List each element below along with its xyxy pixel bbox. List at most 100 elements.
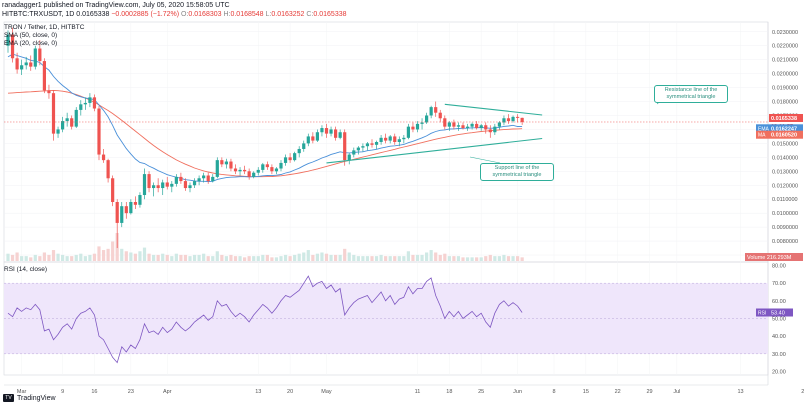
- candle-body: [497, 122, 501, 127]
- volume-bar: [274, 257, 279, 261]
- legend-sma50[interactable]: SMA (50, close, 0): [4, 32, 58, 39]
- volume-bar: [411, 254, 415, 261]
- candle-body: [343, 132, 347, 161]
- volume-bar: [56, 253, 60, 261]
- candle-body: [465, 126, 470, 129]
- candle-body: [338, 132, 342, 138]
- candle-body: [192, 181, 197, 186]
- volume-bar: [361, 256, 365, 261]
- high-value: 0.0168548: [230, 11, 264, 18]
- rsi-tick-label: 40.00: [772, 334, 786, 340]
- candle-body: [92, 97, 97, 109]
- volume-bar: [243, 257, 247, 261]
- high-label: H:: [223, 11, 231, 18]
- tradingview-footer[interactable]: TV TradingView: [3, 394, 56, 402]
- volume-bar: [329, 254, 333, 261]
- price-tick-label: 0.0230000: [772, 30, 798, 36]
- candle-body: [233, 168, 238, 172]
- price-tick-label: 0.0080000: [772, 239, 798, 245]
- time-tick-label: May: [321, 389, 332, 395]
- candle-body: [443, 118, 447, 127]
- price-badges: 0.016533808:01:570.0162247EMA0.0160520MA…: [745, 113, 803, 317]
- low-label: L:: [265, 11, 272, 18]
- candle-body: [120, 206, 124, 223]
- volume-bar: [434, 252, 438, 261]
- volume-bar: [484, 256, 488, 261]
- candle-body: [402, 137, 406, 140]
- candle-body: [111, 178, 115, 202]
- volume-bar: [147, 253, 151, 261]
- candle-body: [142, 174, 147, 196]
- price-tick-label: 0.0220000: [772, 44, 798, 50]
- candle-body: [324, 128, 329, 134]
- candle-body: [420, 122, 424, 124]
- volume-bar: [406, 251, 410, 261]
- volume-bar: [343, 248, 347, 261]
- volume-bar: [252, 256, 256, 261]
- candle-body: [183, 181, 188, 189]
- candle-body: [475, 123, 479, 129]
- volume-bar: [320, 252, 324, 261]
- volume-bar: [15, 252, 19, 261]
- candle-body: [238, 169, 242, 172]
- volume-bar: [92, 253, 97, 261]
- volume-bar: [461, 257, 465, 261]
- candle-body: [279, 162, 283, 169]
- candle-body: [152, 185, 156, 189]
- time-tick-label: 16: [91, 389, 97, 395]
- volume-bar: [174, 253, 178, 261]
- volume-bar: [456, 256, 461, 261]
- volume-bar: [197, 254, 201, 261]
- price-legend: TRON / Tether, 1D, HITBTC SMA (50, close…: [4, 24, 84, 48]
- volume-bar: [70, 256, 74, 261]
- candle-body: [488, 129, 492, 133]
- candle-body: [265, 164, 269, 168]
- candle-body: [384, 137, 388, 141]
- rsi-legend[interactable]: RSI (14, close): [4, 266, 47, 273]
- candle-body: [388, 136, 392, 141]
- ema-badge-label: EMA: [758, 126, 770, 132]
- volume-bar: [161, 253, 165, 261]
- volume-bar: [347, 252, 351, 261]
- candle-body: [165, 182, 169, 187]
- legend-ema20[interactable]: EMA (20, close, 0): [4, 40, 58, 47]
- candle-body: [356, 147, 360, 151]
- candle-body: [516, 116, 520, 118]
- volume-bar: [220, 254, 224, 261]
- ema-badge: [769, 124, 803, 133]
- volume-bar: [206, 256, 210, 261]
- candle-body: [88, 97, 92, 103]
- volume-bar: [393, 256, 397, 261]
- candle-body: [20, 65, 24, 70]
- volume-bar: [356, 256, 360, 261]
- candle-body: [24, 62, 28, 66]
- volume-bars: [6, 233, 524, 261]
- volume-bar: [79, 253, 83, 261]
- candle-body: [297, 148, 301, 154]
- rsi-tick-label: 60.00: [772, 299, 786, 305]
- candle-body: [334, 129, 338, 138]
- candle-body: [415, 123, 420, 130]
- volume-bar: [238, 256, 242, 261]
- candle-body: [211, 176, 215, 182]
- volume-bar: [170, 256, 174, 261]
- volume-bar: [452, 256, 456, 261]
- rsi-badge-tag: [756, 308, 769, 317]
- volume-bar: [24, 256, 28, 261]
- candle-body: [97, 108, 101, 155]
- sma-badge-label: MA: [758, 133, 766, 139]
- candle-body: [315, 132, 319, 141]
- candle-body: [42, 61, 46, 91]
- volume-bar: [388, 256, 392, 261]
- volume-bar: [311, 254, 315, 261]
- time-tick-label: 23: [128, 389, 134, 395]
- rsi-badge-label: RSI: [758, 310, 766, 316]
- candle-body: [133, 202, 137, 205]
- candle-body: [283, 157, 288, 163]
- volume-bar: [179, 254, 183, 261]
- volume-bar: [479, 257, 483, 261]
- volume-bar: [188, 256, 192, 261]
- candle-body: [429, 107, 433, 116]
- volume-bar: [475, 257, 479, 261]
- volume-bar: [420, 254, 424, 261]
